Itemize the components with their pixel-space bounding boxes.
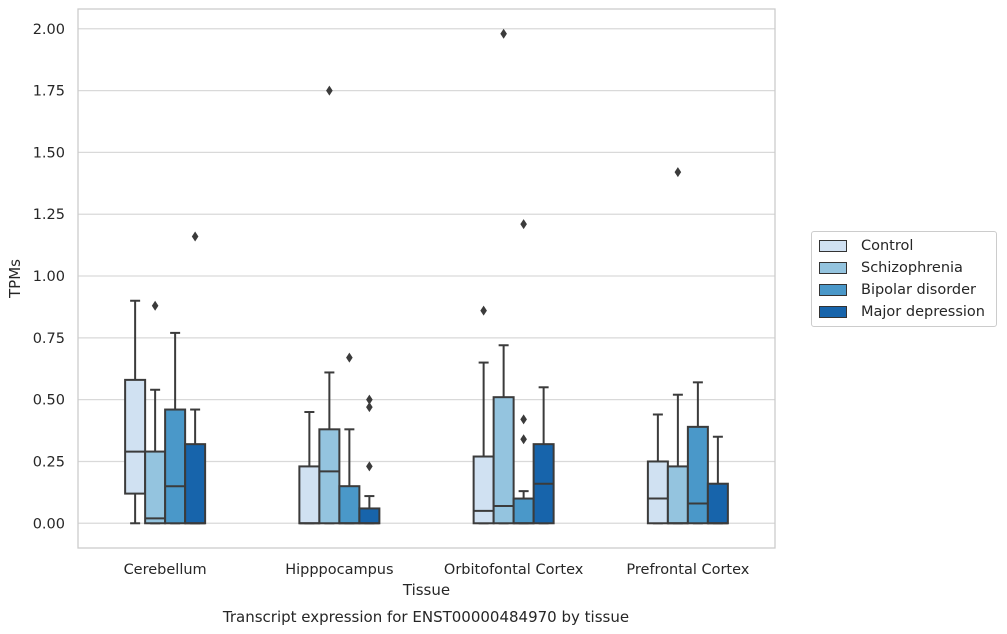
- box-body: [338, 485, 361, 525]
- box: [298, 411, 321, 525]
- box: [646, 413, 669, 525]
- box-body: [358, 507, 381, 525]
- legend: Control Schizophrenia Bipolar disorder M…: [811, 231, 997, 327]
- x-tick-label: Orbitofontal Cortex: [444, 562, 584, 578]
- y-axis-label: TPMs: [6, 259, 24, 299]
- outlier-point: [366, 461, 373, 472]
- y-tick-label: 0.00: [33, 516, 65, 532]
- box-body: [164, 408, 187, 525]
- box-body: [472, 455, 495, 525]
- box: [184, 231, 207, 525]
- legend-swatch: [819, 262, 847, 274]
- legend-item-control: Control: [819, 236, 913, 256]
- legend-item-bipolar-disorder: Bipolar disorder: [819, 280, 976, 300]
- outlier-point: [674, 167, 682, 178]
- y-tick-label: 1.75: [33, 84, 65, 100]
- x-tick-label: Hipppocampus: [285, 562, 393, 578]
- y-tick-label: 2.00: [33, 22, 65, 38]
- box-body: [686, 425, 709, 525]
- box-body: [492, 396, 515, 525]
- outlier-point: [346, 352, 353, 363]
- box-body: [318, 428, 341, 525]
- box-body: [666, 465, 689, 525]
- y-tick-label: 1.00: [33, 269, 65, 285]
- box: [164, 331, 187, 525]
- legend-swatch: [819, 240, 847, 252]
- legend-item-schizophrenia: Schizophrenia: [819, 258, 963, 278]
- x-tick-labels: Cerebellum Hipppocampus Orbitofontal Corte…: [124, 562, 750, 578]
- box: [532, 386, 555, 525]
- box: [492, 28, 515, 525]
- box: [512, 219, 535, 525]
- y-tick-label: 1.25: [33, 207, 65, 223]
- box-body: [646, 460, 669, 525]
- box-body: [512, 497, 535, 525]
- outlier-point: [326, 85, 333, 96]
- x-tick-label: Cerebellum: [124, 562, 207, 578]
- y-tick-label: 0.75: [33, 331, 65, 347]
- box-series: [124, 28, 729, 525]
- chart-caption: Transcript expression for ENST0000048497…: [222, 608, 629, 626]
- plot-frame: [77, 8, 776, 549]
- outlier-point: [520, 219, 527, 230]
- box: [706, 435, 729, 525]
- outlier-point: [480, 305, 487, 316]
- box-body: [298, 465, 321, 525]
- y-tick-label: 0.50: [33, 393, 65, 409]
- outlier-point: [520, 414, 527, 425]
- legend-item-major-depression: Major depression: [819, 302, 985, 322]
- legend-label: Schizophrenia: [861, 260, 963, 276]
- outlier-point: [366, 402, 373, 413]
- box: [358, 394, 381, 525]
- outlier-point: [151, 300, 159, 311]
- legend-label: Major depression: [861, 304, 985, 320]
- y-tick-label: 1.50: [33, 145, 65, 161]
- outlier-point: [366, 394, 373, 405]
- box: [144, 300, 167, 525]
- box-body: [124, 378, 147, 495]
- y-tick-label: 0.25: [33, 454, 65, 470]
- y-tick-labels: 0.00 0.25 0.50 0.75 1.00 1.25 1.50 1.75 2.00: [33, 22, 65, 532]
- box-body: [144, 450, 167, 525]
- box: [318, 85, 341, 525]
- x-tick-label: Prefrontal Cortex: [626, 562, 749, 578]
- outlier-point: [191, 231, 199, 242]
- x-axis-label: Tissue: [402, 581, 450, 599]
- box-body: [184, 443, 207, 525]
- legend-swatch: [819, 306, 847, 318]
- outlier-point: [500, 28, 507, 39]
- box: [666, 167, 689, 525]
- legend-swatch: [819, 284, 847, 296]
- box-body: [706, 482, 729, 525]
- box: [472, 305, 495, 525]
- box: [338, 352, 361, 525]
- legend-label: Bipolar disorder: [861, 282, 976, 298]
- legend-label: Control: [861, 238, 914, 254]
- box: [124, 299, 147, 525]
- box: [686, 381, 709, 525]
- outlier-point: [520, 434, 527, 445]
